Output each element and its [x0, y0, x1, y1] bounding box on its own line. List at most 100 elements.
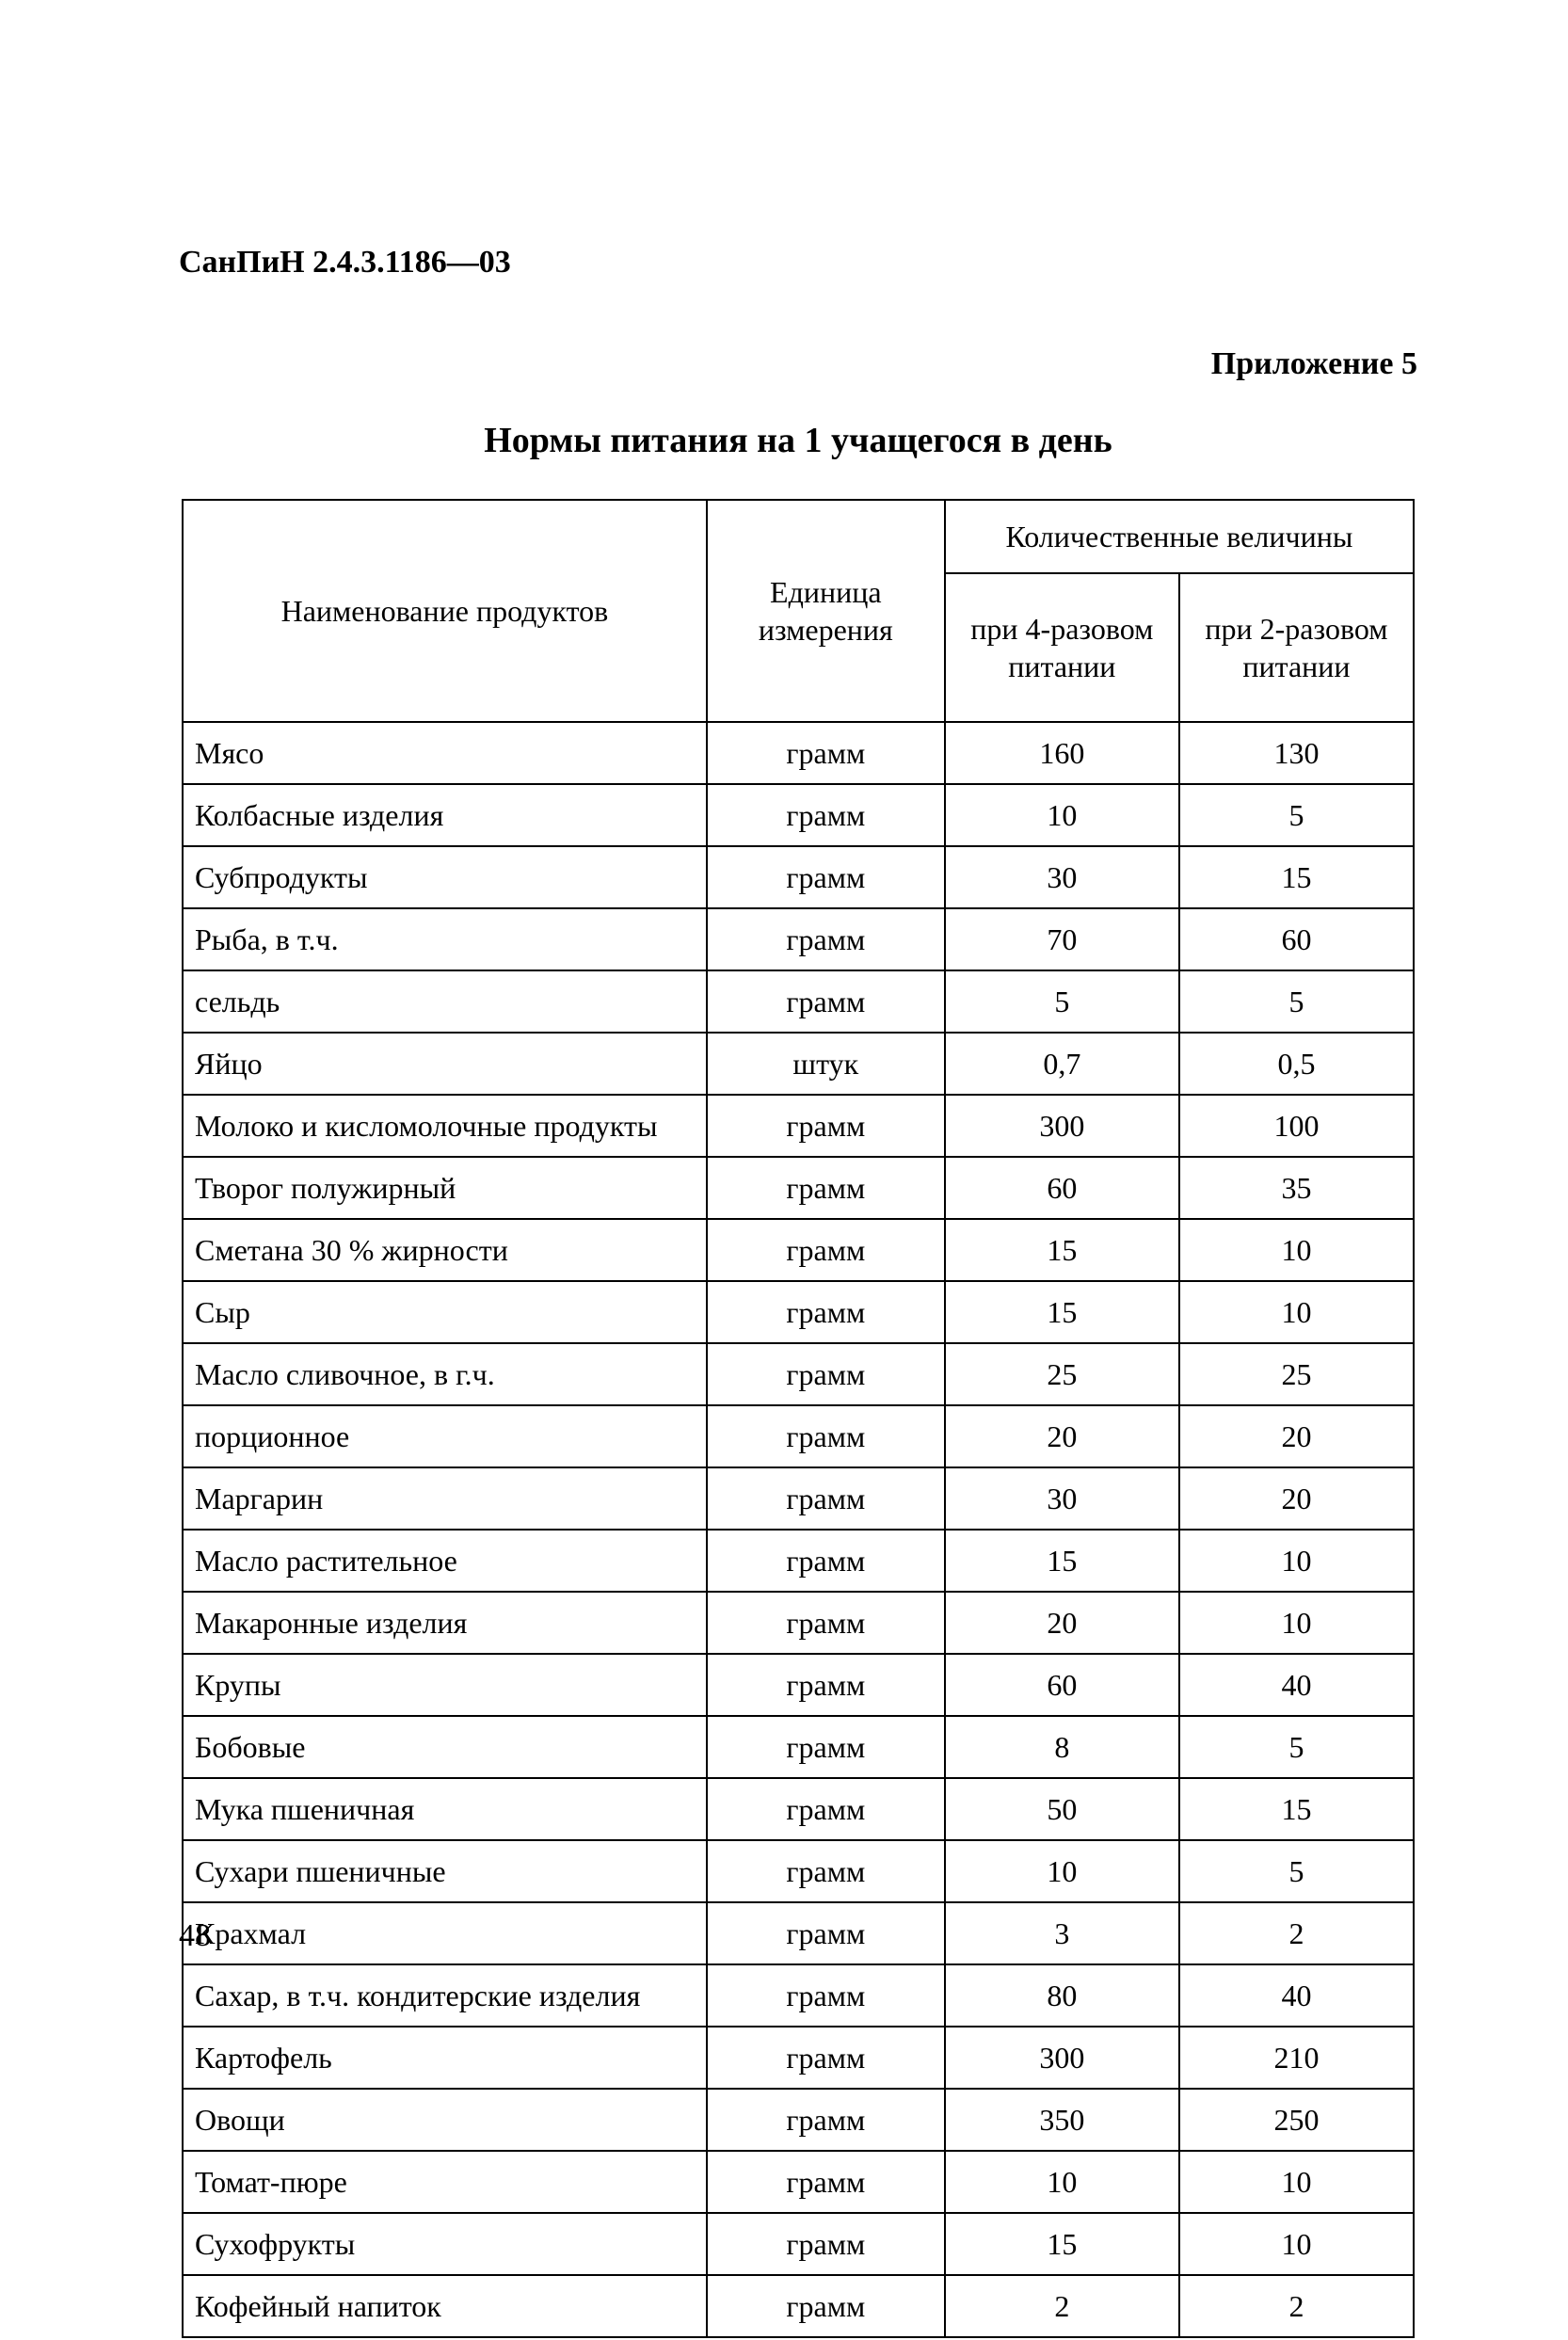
cell-unit: грамм [707, 1219, 945, 1281]
cell-unit: грамм [707, 2213, 945, 2275]
cell-unit: грамм [707, 1840, 945, 1902]
page-number: 48 [179, 1918, 211, 1954]
cell-unit: грамм [707, 970, 945, 1033]
col-header-qty4: при 4-разовом питании [945, 573, 1179, 722]
cell-unit: грамм [707, 908, 945, 970]
cell-unit: грамм [707, 846, 945, 908]
cell-value-2meals: 10 [1179, 2151, 1414, 2213]
cell-value-4meals: 2 [945, 2275, 1179, 2337]
cell-value-4meals: 80 [945, 1964, 1179, 2027]
cell-name: Рыба, в т.ч. [183, 908, 707, 970]
cell-value-2meals: 5 [1179, 1840, 1414, 1902]
cell-unit: грамм [707, 1592, 945, 1654]
cell-value-4meals: 160 [945, 722, 1179, 784]
cell-value-4meals: 15 [945, 1281, 1179, 1343]
cell-name: Картофель [183, 2027, 707, 2089]
appendix-label: Приложение 5 [179, 346, 1417, 382]
cell-name: Сахар, в т.ч. кондитерские изделия [183, 1964, 707, 2027]
cell-unit: грамм [707, 1343, 945, 1405]
cell-value-4meals: 8 [945, 1716, 1179, 1778]
cell-name: Субпродукты [183, 846, 707, 908]
cell-unit: грамм [707, 1405, 945, 1467]
cell-value-2meals: 20 [1179, 1467, 1414, 1530]
cell-name: Колбасные изделия [183, 784, 707, 846]
cell-value-2meals: 250 [1179, 2089, 1414, 2151]
cell-value-4meals: 350 [945, 2089, 1179, 2151]
cell-value-4meals: 20 [945, 1592, 1179, 1654]
cell-name: Крупы [183, 1654, 707, 1716]
cell-value-4meals: 50 [945, 1778, 1179, 1840]
table-row: Субпродуктыграмм3015 [183, 846, 1414, 908]
cell-value-2meals: 35 [1179, 1157, 1414, 1219]
col-header-qty2: при 2-разовом питании [1179, 573, 1414, 722]
cell-value-2meals: 40 [1179, 1964, 1414, 2027]
cell-unit: грамм [707, 1467, 945, 1530]
page-title: Нормы питания на 1 учащегося в день [179, 420, 1417, 461]
table-row: Мука пшеничнаяграмм5015 [183, 1778, 1414, 1840]
col-header-qty-group: Количественные величины [945, 500, 1414, 573]
table-row: Бобовыеграмм85 [183, 1716, 1414, 1778]
cell-value-2meals: 210 [1179, 2027, 1414, 2089]
document-code: СанПиН 2.4.3.1186—03 [179, 245, 1417, 280]
cell-value-4meals: 30 [945, 1467, 1179, 1530]
table-row: Рыба, в т.ч.грамм7060 [183, 908, 1414, 970]
cell-unit: грамм [707, 1530, 945, 1592]
cell-unit: грамм [707, 784, 945, 846]
cell-value-4meals: 20 [945, 1405, 1179, 1467]
table-row: Кофейный напитокграмм22 [183, 2275, 1414, 2337]
cell-value-4meals: 15 [945, 1219, 1179, 1281]
table-row: сельдьграмм55 [183, 970, 1414, 1033]
cell-unit: грамм [707, 1281, 945, 1343]
cell-name: Масло сливочное, в г.ч. [183, 1343, 707, 1405]
cell-value-4meals: 25 [945, 1343, 1179, 1405]
cell-name: Творог полужирный [183, 1157, 707, 1219]
cell-name: Сыр [183, 1281, 707, 1343]
cell-value-2meals: 15 [1179, 846, 1414, 908]
cell-value-2meals: 20 [1179, 1405, 1414, 1467]
cell-unit: грамм [707, 1095, 945, 1157]
table-row: Макаронные изделияграмм2010 [183, 1592, 1414, 1654]
cell-unit: грамм [707, 2275, 945, 2337]
cell-value-4meals: 10 [945, 1840, 1179, 1902]
cell-value-2meals: 100 [1179, 1095, 1414, 1157]
col-header-name: Наименование продуктов [183, 500, 707, 722]
cell-name: Яйцо [183, 1033, 707, 1095]
cell-name: Овощи [183, 2089, 707, 2151]
cell-name: Мука пшеничная [183, 1778, 707, 1840]
table-row: порционноеграмм2020 [183, 1405, 1414, 1467]
table-row: Творог полужирныйграмм6035 [183, 1157, 1414, 1219]
cell-value-2meals: 5 [1179, 970, 1414, 1033]
table-row: Овощиграмм350250 [183, 2089, 1414, 2151]
cell-unit: грамм [707, 2089, 945, 2151]
table-row: Крупыграмм6040 [183, 1654, 1414, 1716]
table-row: Колбасные изделияграмм105 [183, 784, 1414, 846]
table-row: Сырграмм1510 [183, 1281, 1414, 1343]
table-row: Картофельграмм300210 [183, 2027, 1414, 2089]
cell-value-2meals: 10 [1179, 1219, 1414, 1281]
cell-unit: грамм [707, 2027, 945, 2089]
cell-value-4meals: 10 [945, 784, 1179, 846]
table-row: Яйцоштук0,70,5 [183, 1033, 1414, 1095]
cell-unit: грамм [707, 1778, 945, 1840]
cell-value-2meals: 40 [1179, 1654, 1414, 1716]
cell-value-4meals: 300 [945, 2027, 1179, 2089]
table-row: Сухари пшеничныеграмм105 [183, 1840, 1414, 1902]
cell-value-2meals: 10 [1179, 1281, 1414, 1343]
cell-value-4meals: 0,7 [945, 1033, 1179, 1095]
cell-name: порционное [183, 1405, 707, 1467]
table-row: Томат-пюреграмм1010 [183, 2151, 1414, 2213]
cell-value-2meals: 10 [1179, 1530, 1414, 1592]
cell-name: Молоко и кисломолочные продукты [183, 1095, 707, 1157]
cell-value-2meals: 10 [1179, 2213, 1414, 2275]
cell-value-2meals: 5 [1179, 784, 1414, 846]
table-row: Масло сливочное, в г.ч.грамм2525 [183, 1343, 1414, 1405]
cell-value-4meals: 30 [945, 846, 1179, 908]
cell-name: Маргарин [183, 1467, 707, 1530]
cell-value-4meals: 15 [945, 2213, 1179, 2275]
cell-name: Сухари пшеничные [183, 1840, 707, 1902]
nutrition-table: Наименование продуктов Единица измерения… [182, 499, 1415, 2338]
cell-value-2meals: 2 [1179, 2275, 1414, 2337]
table-row: Сахар, в т.ч. кондитерские изделияграмм8… [183, 1964, 1414, 2027]
cell-value-4meals: 10 [945, 2151, 1179, 2213]
table-row: Крахмалграмм32 [183, 1902, 1414, 1964]
